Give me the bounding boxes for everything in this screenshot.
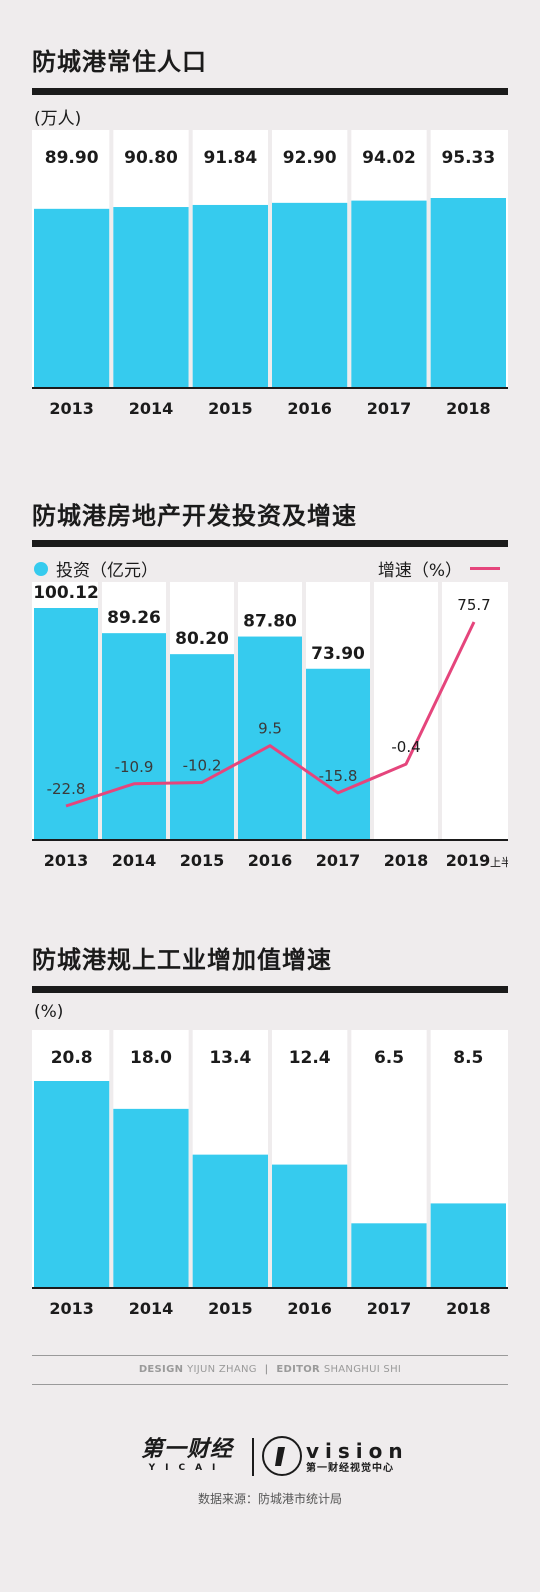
c2-bar	[102, 633, 166, 840]
c2-growth-value-label: -22.8	[47, 780, 86, 798]
c2-growth-value-label: 9.5	[258, 720, 282, 738]
chart2-title: 防城港房地产开发投资及增速	[32, 502, 357, 530]
data-source: 数据来源：防城港市统计局	[197, 1492, 342, 1506]
legend-growth: 增速（%）	[378, 556, 500, 581]
c3-bar	[351, 1223, 427, 1288]
yicai-logo-en: YICAI	[148, 1463, 226, 1473]
chart1-unit-label: (万人)	[34, 109, 82, 129]
c2-year-suffix-label: 上半年	[490, 855, 508, 869]
legend-growth-label: 增速（%）	[377, 561, 462, 581]
c2-bar	[238, 636, 302, 840]
yicai-logo-cn: 第一财经	[140, 1437, 233, 1462]
c2-bar	[306, 668, 370, 840]
c2-year-label: 2014	[112, 851, 157, 870]
c1-year-label: 2015	[208, 399, 253, 418]
c3-year-label: 2017	[367, 1299, 412, 1318]
c1-year-label: 2014	[129, 399, 174, 418]
c1-bar	[192, 204, 268, 388]
credits-design-label: DESIGN	[138, 1364, 184, 1375]
credits: DESIGN YIJUN ZHANG | EDITOR SHANGHUI SHI	[0, 1364, 540, 1375]
c3-bar	[430, 1203, 506, 1288]
c1-bar	[34, 208, 110, 388]
c3-bar	[272, 1164, 348, 1288]
chart2-title-rule	[32, 540, 508, 547]
c3-value-label: 13.4	[209, 1048, 251, 1068]
chart3-title-rule	[32, 986, 508, 993]
c2-bar-value-label: 73.90	[311, 644, 365, 664]
c2-bar-value-label: 87.80	[243, 612, 297, 632]
credits-separator: |	[264, 1364, 269, 1375]
c3-value-label: 12.4	[289, 1048, 331, 1068]
c2-growth-value-label: 75.7	[457, 596, 490, 614]
chart3-unit-label: (%)	[34, 1002, 64, 1022]
c1-year-label: 2017	[367, 399, 412, 418]
chart1-title: 防城港常住人口	[32, 48, 207, 76]
legend-growth-swatch	[470, 567, 500, 570]
c3-bar	[34, 1081, 110, 1288]
legend-investment-swatch	[34, 561, 48, 576]
c2-growth-value-label: -0.4	[391, 738, 420, 756]
vision-logo-en: vision	[306, 1439, 409, 1463]
c1-value-label: 91.84	[203, 148, 257, 168]
c3-bar	[192, 1154, 268, 1288]
c1-value-label: 95.33	[441, 148, 495, 168]
chart3-title: 防城港规上工业增加值增速	[32, 946, 332, 974]
chart1-title-rule	[32, 88, 508, 95]
c3-year-label: 2016	[287, 1299, 332, 1318]
c2-year-label: 2017	[316, 851, 361, 870]
credits-design-name: YIJUN ZHANG	[187, 1364, 257, 1375]
c1-bar	[430, 198, 506, 388]
c1-value-label: 90.80	[124, 148, 178, 168]
c1-bar	[113, 207, 189, 388]
c2-growth-value-label: -15.8	[319, 767, 358, 785]
c2-year-label: 2018	[384, 851, 429, 870]
footer-divider-top	[32, 1355, 508, 1356]
legend-investment: 投资（亿元）	[34, 556, 158, 581]
real-estate-chart: 100.12 2013 89.26 2014 80.20 2015 87.80 2016 73.…	[32, 582, 508, 870]
c2-bar-value-label: 80.20	[175, 629, 229, 649]
c3-value-label: 8.5	[453, 1048, 483, 1068]
c2-year-label: 2015	[180, 851, 225, 870]
c2-year-label: 2019	[446, 851, 491, 870]
c2-growth-value-label: -10.2	[183, 756, 222, 774]
industry-chart: 20.8 2013 18.0 2014 13.4 2015 12.4 2016 6.5 2017 8…	[32, 1030, 508, 1318]
c1-year-label: 2013	[49, 399, 94, 418]
legend-investment-label: 投资（亿元）	[56, 561, 158, 581]
c1-value-label: 94.02	[362, 148, 416, 168]
yicai-logo: 第一财经 YICAI	[128, 1438, 246, 1474]
c1-value-label: 92.90	[283, 148, 337, 168]
c2-growth-line	[65, 621, 476, 808]
vision-logo: vision 第一财经视觉中心	[306, 1440, 409, 1476]
c2-bar	[170, 654, 234, 840]
c3-bar	[113, 1108, 189, 1288]
c3-value-label: 20.8	[51, 1048, 93, 1068]
c3-year-label: 2013	[49, 1299, 94, 1318]
c3-year-label: 2018	[446, 1299, 491, 1318]
c3-year-label: 2014	[129, 1299, 174, 1318]
credits-editor-name: SHANGHUI SHI	[323, 1364, 402, 1375]
c2-bar-value-label: 89.26	[107, 608, 161, 628]
c1-year-label: 2016	[287, 399, 332, 418]
footer-divider-bottom	[32, 1384, 508, 1385]
c3-value-label: 6.5	[374, 1048, 404, 1068]
c3-year-label: 2015	[208, 1299, 253, 1318]
credits-editor-label: EDITOR	[276, 1364, 321, 1375]
c2-year-label: 2016	[248, 851, 293, 870]
vision-logo-cn: 第一财经视觉中心	[306, 1463, 394, 1474]
c1-bar	[272, 202, 348, 388]
c3-value-label: 18.0	[130, 1048, 172, 1068]
c1-year-label: 2018	[446, 399, 491, 418]
c2-bar	[34, 608, 98, 840]
c1-value-label: 89.90	[45, 148, 99, 168]
c2-bar-value-label: 100.12	[33, 583, 99, 603]
c2-growth-value-label: -10.9	[115, 758, 154, 776]
logo-divider	[252, 1438, 254, 1476]
population-chart: 89.90 2013 90.80 2014 91.84 2015 92.90 2016 94.0…	[32, 130, 508, 418]
vision-circle-icon	[262, 1436, 302, 1476]
c2-year-label: 2013	[44, 851, 89, 870]
c1-bar	[351, 200, 427, 388]
